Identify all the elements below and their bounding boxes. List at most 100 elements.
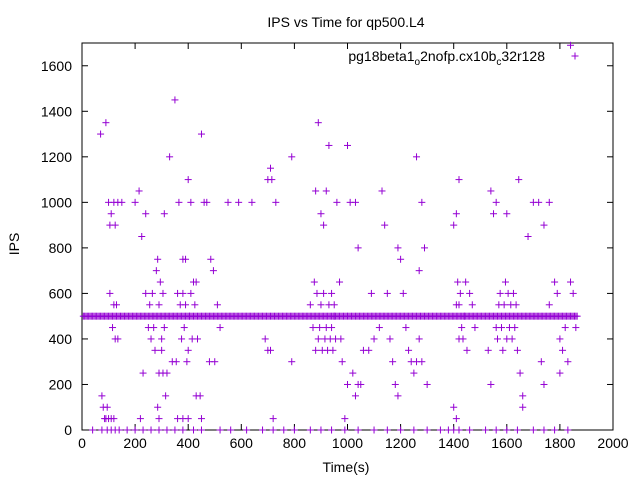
data-point	[139, 426, 147, 434]
data-point	[152, 267, 160, 275]
data-point	[203, 198, 211, 206]
data-point	[280, 426, 288, 434]
data-point	[306, 426, 314, 434]
data-point	[196, 392, 204, 400]
data-point	[272, 198, 280, 206]
data-point	[402, 324, 410, 332]
data-point	[160, 210, 168, 218]
data-point	[564, 358, 572, 366]
data-point	[460, 312, 468, 320]
data-point	[508, 335, 516, 343]
data-point	[328, 289, 336, 297]
data-point	[186, 312, 194, 320]
data-point	[573, 312, 581, 320]
data-point	[268, 176, 276, 184]
x-tick-label: 800	[283, 435, 307, 451]
data-point	[399, 289, 407, 297]
x-tick-label: 200	[123, 435, 147, 451]
data-point	[383, 289, 391, 297]
data-point	[487, 187, 495, 195]
data-point	[248, 198, 256, 206]
data-point	[381, 221, 389, 229]
data-point	[288, 358, 296, 366]
data-point	[516, 369, 524, 377]
data-point	[267, 346, 275, 354]
data-point	[420, 244, 428, 252]
data-point	[370, 335, 378, 343]
data-point	[313, 289, 321, 297]
data-point	[150, 324, 158, 332]
data-point	[113, 301, 121, 309]
legend-part: pg18beta1	[348, 48, 414, 64]
data-point	[551, 426, 559, 434]
data-point	[209, 267, 217, 275]
data-point	[216, 426, 224, 434]
data-point	[389, 358, 397, 366]
data-point	[386, 335, 394, 343]
data-point	[98, 392, 106, 400]
data-point	[456, 289, 464, 297]
y-tick-label: 1400	[41, 103, 72, 119]
data-point	[171, 426, 179, 434]
x-tick-label: 2000	[597, 435, 628, 451]
data-point	[567, 278, 575, 286]
y-axis-label: IPS	[6, 233, 22, 256]
data-point	[415, 267, 423, 275]
data-point	[462, 278, 470, 286]
data-point	[328, 426, 336, 434]
data-point	[147, 335, 155, 343]
data-point	[545, 198, 553, 206]
data-point	[322, 187, 330, 195]
x-axis-label: Time(s)	[323, 459, 370, 475]
data-point	[471, 324, 479, 332]
data-point	[512, 301, 520, 309]
data-point	[187, 289, 195, 297]
data-point	[458, 324, 466, 332]
data-point	[490, 210, 498, 218]
data-point	[156, 278, 164, 286]
data-point	[183, 358, 191, 366]
data-point	[213, 301, 221, 309]
data-point	[172, 358, 180, 366]
y-tick-label: 1600	[41, 58, 72, 74]
data-point	[154, 255, 162, 263]
data-point	[317, 426, 325, 434]
data-point	[184, 176, 192, 184]
data-point	[224, 198, 232, 206]
data-point	[397, 426, 405, 434]
x-tick-label: 1400	[438, 435, 469, 451]
data-point	[180, 324, 188, 332]
data-point	[397, 255, 405, 263]
legend: pg18beta1o2nofp.cx10bc32r128	[348, 48, 579, 68]
data-point	[466, 426, 474, 434]
data-point	[513, 346, 521, 354]
data-point	[102, 119, 110, 127]
data-point	[312, 187, 320, 195]
data-point	[330, 312, 338, 320]
data-point	[354, 426, 362, 434]
data-point	[492, 426, 500, 434]
data-point	[351, 392, 359, 400]
data-point	[499, 346, 507, 354]
data-point	[259, 426, 267, 434]
legend-part: 2nofp.cx10b	[420, 48, 496, 64]
data-point	[197, 130, 205, 138]
data-point	[333, 198, 341, 206]
y-tick-label: 800	[49, 240, 73, 256]
data-point	[111, 221, 119, 229]
data-point	[131, 198, 139, 206]
y-tick-label: 1000	[41, 194, 72, 210]
data-point	[211, 358, 219, 366]
data-point	[115, 426, 123, 434]
data-point	[423, 380, 431, 388]
data-point	[166, 153, 174, 161]
data-point	[383, 426, 391, 434]
data-point	[556, 369, 564, 377]
data-point	[175, 198, 183, 206]
data-point	[572, 324, 580, 332]
data-point	[450, 221, 458, 229]
data-point	[551, 278, 559, 286]
data-point	[503, 210, 511, 218]
data-point	[394, 244, 402, 252]
data-point	[107, 210, 115, 218]
